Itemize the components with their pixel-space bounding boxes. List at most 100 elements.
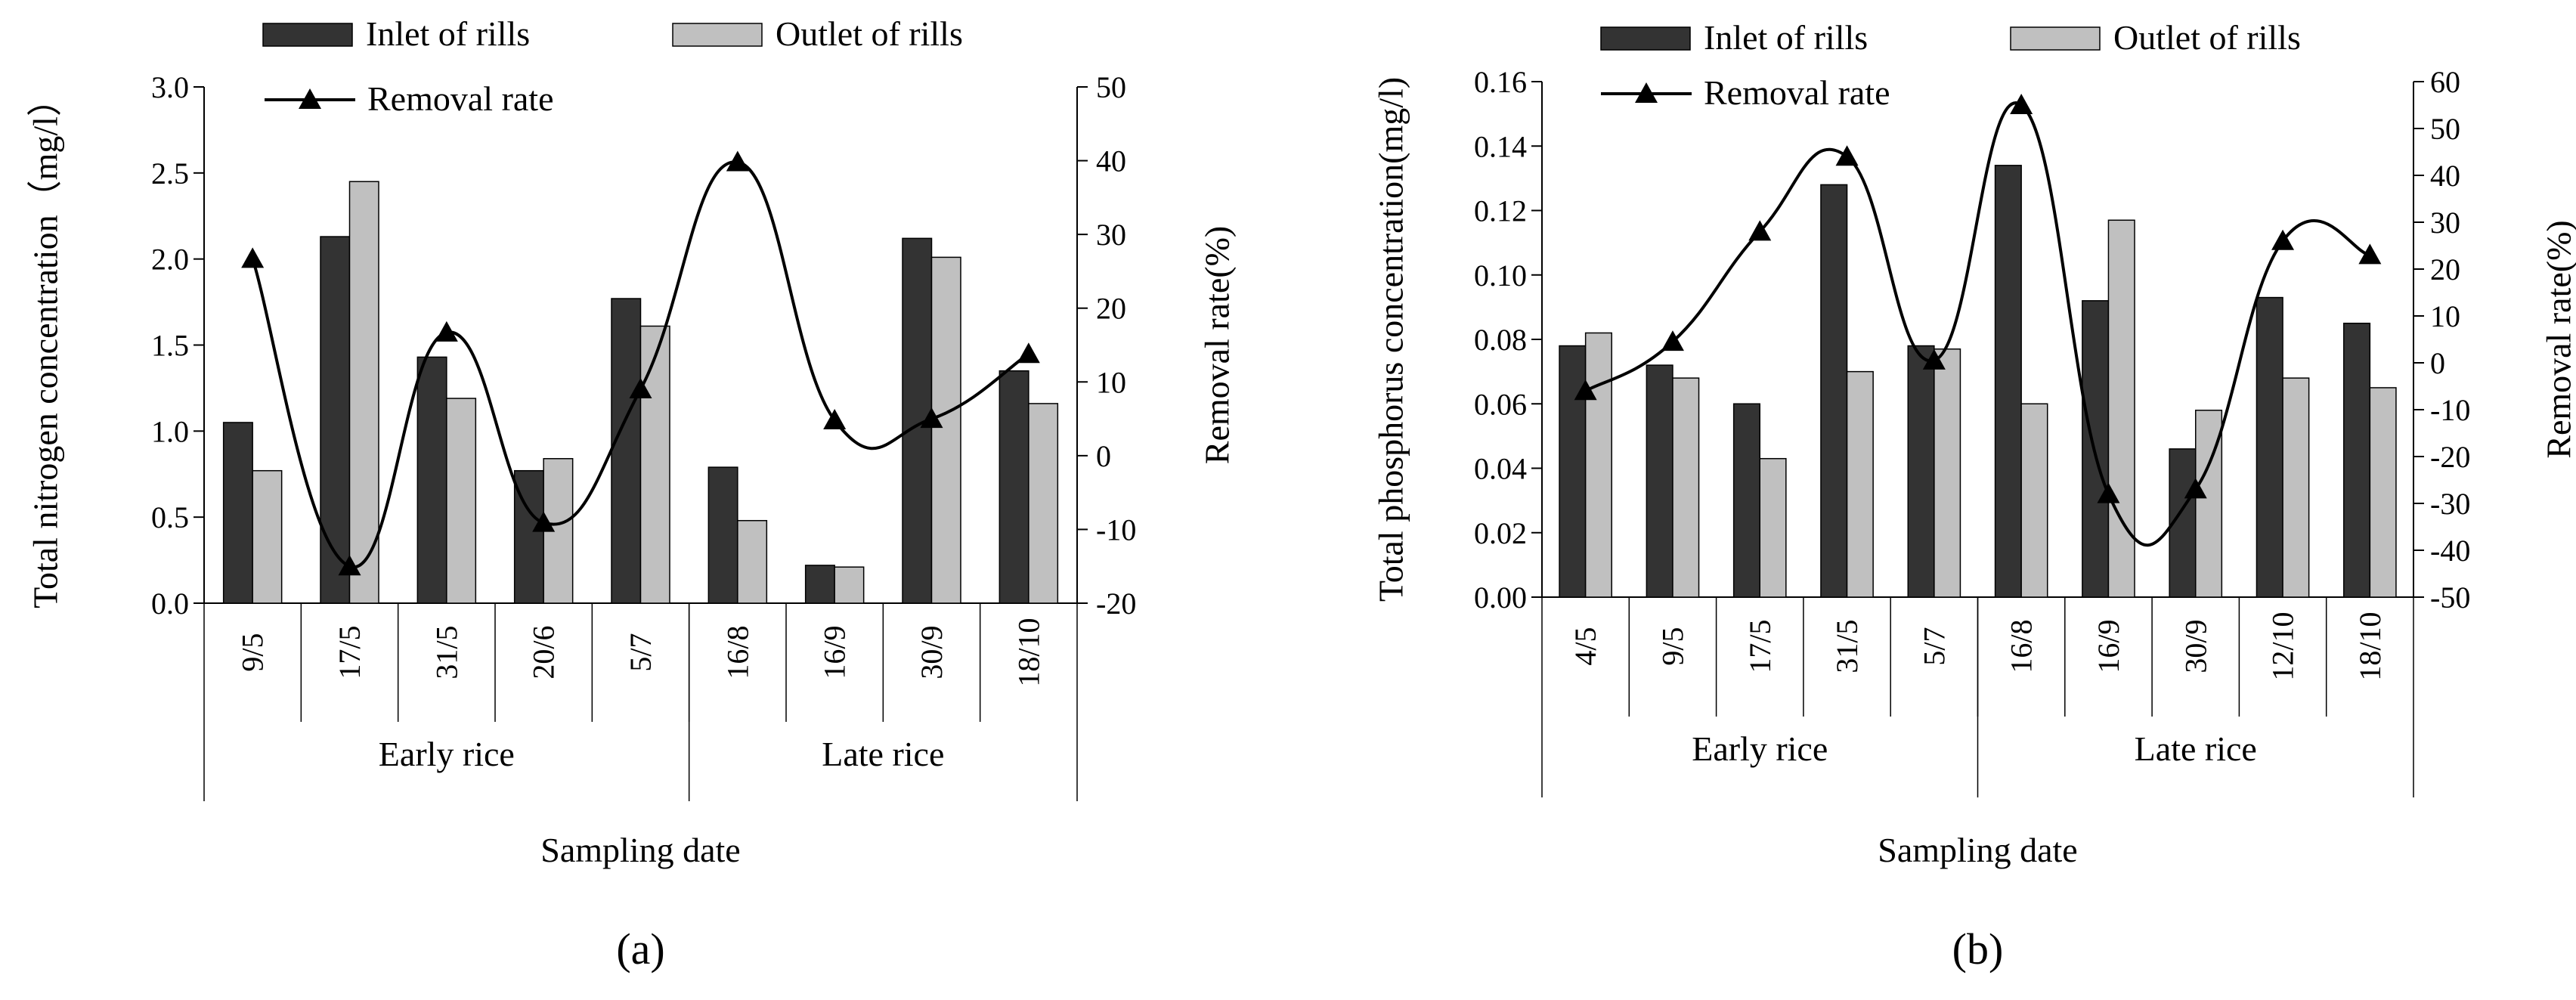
left-tick-label: 2.5 — [151, 156, 189, 190]
category-label: 5/7 — [624, 633, 658, 671]
category-label: 17/5 — [1743, 619, 1777, 673]
right-tick-label: 60 — [2430, 65, 2460, 99]
legend-label-removal: Removal rate — [1704, 73, 1890, 112]
right-tick-label: -30 — [2430, 487, 2470, 521]
removal-rate-marker — [435, 320, 458, 342]
legend-swatch-inlet — [262, 23, 353, 47]
right-tick-label: -20 — [2430, 440, 2470, 474]
x-axis-title: Sampling date — [540, 831, 740, 869]
removal-rate-marker — [1017, 342, 1040, 364]
outlet-bar — [639, 325, 670, 604]
removal-rate-marker — [338, 555, 361, 576]
category-label: 16/8 — [720, 625, 754, 679]
right-tick-label: 40 — [2430, 159, 2460, 193]
removal-rate-marker — [1835, 145, 1859, 166]
left-tick-label: 0.00 — [1474, 580, 1527, 615]
group-label: Early rice — [379, 735, 515, 773]
inlet-bar — [1907, 345, 1935, 598]
outlet-bar — [2107, 219, 2135, 598]
category-label: 31/5 — [429, 625, 463, 679]
left-tick-label: 0.12 — [1474, 194, 1527, 228]
right-tick-label: 20 — [2430, 252, 2460, 286]
inlet-bar — [1994, 165, 2022, 598]
chart-panel-a: 0.0 0.5 1.0 1.5 2.0 2.5 3.0 -20 -10 0 10 20 30 40 50 9/… — [26, 14, 1237, 974]
right-tick-label: 10 — [2430, 299, 2460, 333]
legend-label-outlet: Outlet of rills — [2113, 18, 2301, 57]
y-axis-title: Total phosphorus concentration(mg/l) — [1372, 77, 1410, 602]
right-tick-label: 30 — [1096, 218, 1126, 252]
right-tick-label: -40 — [2430, 534, 2470, 568]
removal-rate-marker — [2271, 229, 2295, 250]
legend-label-outlet: Outlet of rills — [776, 14, 963, 53]
right-tick-label: -10 — [1096, 512, 1136, 546]
panel-label: (b) — [1952, 924, 2004, 974]
removal-rate-line — [1584, 101, 2370, 547]
category-label: 30/9 — [915, 625, 949, 679]
category-label: 20/6 — [527, 625, 561, 679]
right-tick-label: 10 — [1096, 365, 1126, 399]
legend-label-inlet: Inlet of rills — [366, 14, 530, 53]
category-label: 18/10 — [1011, 618, 1045, 686]
category-label: 12/10 — [2266, 611, 2300, 680]
group-label: Late rice — [2135, 729, 2257, 768]
outlet-bar — [834, 566, 865, 604]
category-label: 16/9 — [818, 625, 852, 679]
legend-marker-removal — [299, 88, 321, 109]
outlet-bar — [1934, 348, 1961, 598]
removal-rate-line — [251, 160, 1029, 569]
legend-swatch-outlet — [672, 23, 763, 47]
left-tick-label: 0.5 — [151, 500, 189, 534]
left-tick-label: 1.0 — [151, 414, 189, 448]
left-tick-label: 0.0 — [151, 587, 189, 621]
inlet-bar — [1732, 403, 1760, 598]
outlet-bar — [1584, 332, 1612, 598]
removal-rate-marker — [1748, 220, 1772, 241]
x-axis-title: Sampling date — [1878, 831, 2077, 869]
outlet-bar — [737, 519, 768, 604]
legend-marker-removal — [1635, 82, 1658, 103]
outlet-bar — [1672, 377, 1700, 598]
outlet-bar — [1759, 457, 1787, 598]
right-tick-label: 0 — [1096, 439, 1111, 473]
group-label: Late rice — [822, 735, 944, 773]
y-axis-title: Total nitrogen concentration（mg/l） — [26, 82, 65, 608]
removal-rate-marker — [823, 409, 847, 430]
inlet-bar — [2256, 296, 2283, 598]
left-tick-label: 0.08 — [1474, 323, 1527, 357]
category-label: 30/9 — [2178, 619, 2212, 673]
right-tick-label: 30 — [2430, 206, 2460, 240]
left-tick-label: 0.06 — [1474, 387, 1527, 421]
removal-rate-marker — [920, 407, 943, 429]
legend-swatch-inlet — [1600, 26, 1691, 51]
right-tick-label: -10 — [2430, 393, 2470, 427]
inlet-bar — [320, 236, 351, 604]
category-label: 16/9 — [2091, 619, 2126, 673]
category-label: 31/5 — [1830, 619, 1864, 673]
left-tick-label: 0.14 — [1474, 129, 1527, 163]
y2-axis-title: Removal rate(%) — [2540, 220, 2576, 458]
category-label: 9/5 — [236, 633, 270, 671]
outlet-bar — [446, 398, 477, 604]
legend-swatch-outlet — [2010, 26, 2101, 51]
left-tick-label: 0.10 — [1474, 259, 1527, 293]
category-label: 4/5 — [1568, 627, 1602, 665]
removal-rate-marker — [2358, 243, 2382, 265]
removal-rate-marker — [726, 150, 749, 172]
category-label: 9/5 — [1655, 627, 1689, 665]
removal-rate-marker — [1661, 330, 1684, 351]
removal-rate-marker — [532, 511, 556, 532]
inlet-bar — [707, 466, 738, 604]
inlet-bar — [611, 298, 642, 604]
outlet-bar — [252, 469, 283, 604]
outlet-bar — [348, 181, 379, 604]
removal-rate-marker — [241, 247, 265, 268]
right-tick-label: 50 — [2430, 112, 2460, 146]
category-label: 16/8 — [2005, 619, 2039, 673]
right-tick-label: 20 — [1096, 292, 1126, 326]
left-tick-label: 3.0 — [151, 70, 189, 104]
left-tick-label: 0.02 — [1474, 516, 1527, 550]
outlet-bar — [2020, 403, 2048, 598]
removal-rate-marker — [1574, 379, 1597, 401]
outlet-bar — [1028, 403, 1059, 604]
legend-label-removal: Removal rate — [367, 79, 554, 118]
